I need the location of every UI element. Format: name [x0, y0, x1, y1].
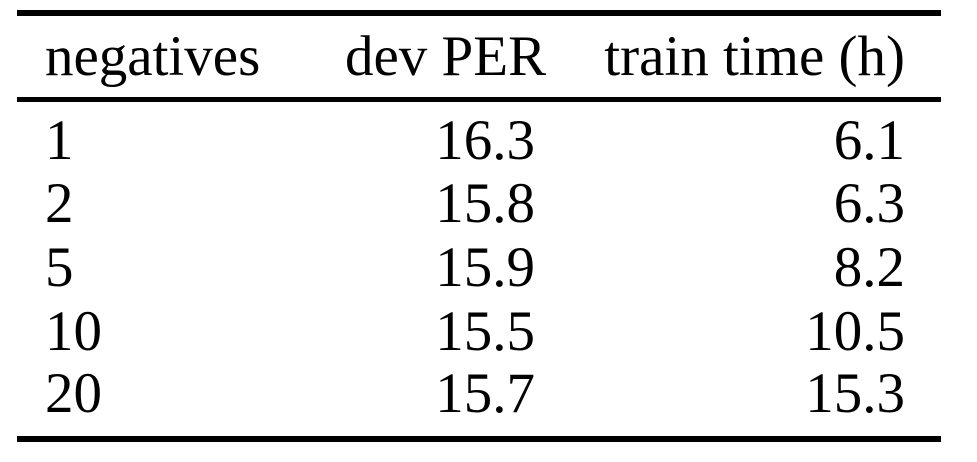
table-row: 20 15.7 15.3: [17, 363, 941, 439]
cell-negatives: 20: [45, 362, 102, 425]
cell-dev-per: 16.3: [435, 108, 535, 172]
table-body: 1 16.3 6.1 2 15.8 6.3 5 15.9 8.2 10 15.5…: [17, 99, 941, 439]
cell-negatives: 10: [45, 299, 102, 363]
cell-dev-per: 15.8: [435, 171, 535, 235]
cell-dev-per: 15.9: [435, 235, 535, 299]
cell-dev-per: 15.5: [435, 299, 535, 363]
cell-train-time: 6.3: [833, 171, 905, 235]
col-header-dev-per: dev PER: [345, 13, 546, 102]
cell-negatives: 5: [45, 235, 74, 299]
table-row: 2 15.8 6.3: [17, 171, 941, 235]
cell-train-time: 10.5: [805, 299, 905, 363]
table-header: negatives dev PER train time (h): [17, 13, 941, 102]
cell-negatives: 2: [45, 171, 74, 235]
cell-train-time: 15.3: [805, 362, 905, 425]
col-header-negatives: negatives: [17, 13, 345, 102]
cell-train-time: 8.2: [833, 235, 905, 299]
table-row: 1 16.3 6.1: [17, 99, 941, 171]
results-table: negatives dev PER train time (h) 1 16.3 …: [17, 10, 941, 442]
cell-negatives: 1: [45, 108, 74, 172]
header-row: negatives dev PER train time (h): [17, 13, 941, 102]
cell-dev-per: 15.7: [435, 362, 535, 425]
col-header-train-time: train time (h): [535, 13, 941, 102]
cell-train-time: 6.1: [833, 108, 905, 172]
table-row: 10 15.5 10.5: [17, 299, 941, 363]
table-row: 5 15.9 8.2: [17, 235, 941, 299]
